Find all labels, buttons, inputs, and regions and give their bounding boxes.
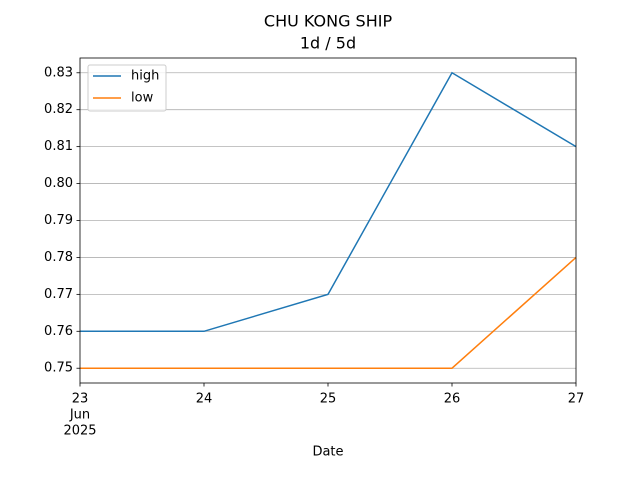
legend-label: high — [131, 69, 159, 84]
y-tick-label: 0.79 — [44, 213, 73, 228]
x-axis-label: Date — [312, 445, 343, 460]
legend: high low — [87, 64, 167, 112]
plot-frame — [79, 57, 577, 384]
y-tick-label: 0.83 — [44, 65, 73, 80]
series-line — [80, 71, 577, 333]
y-tick-label: 0.81 — [44, 139, 73, 154]
y-tick-label: 0.76 — [44, 324, 73, 339]
x-tick-month: Jun — [69, 408, 90, 423]
legend-label: low — [131, 91, 154, 106]
y-tick-label: 0.78 — [44, 250, 73, 265]
x-tick-label: 26 — [444, 392, 461, 407]
x-tick-label: 24 — [196, 392, 213, 407]
y-tick-label: 0.75 — [44, 361, 73, 376]
series-line — [80, 256, 577, 369]
y-tick-label: 0.77 — [44, 287, 73, 302]
y-tick-label: 0.80 — [44, 176, 73, 191]
chart-title: CHU KONG SHIP — [264, 12, 393, 31]
chart-subtitle: 1d / 5d — [300, 34, 356, 53]
x-tick-year: 2025 — [63, 424, 96, 439]
y-tick-label: 0.82 — [44, 102, 73, 117]
x-tick-label: 25 — [320, 392, 337, 407]
x-tick-label: 27 — [568, 392, 585, 407]
x-tick-label: 23 — [72, 392, 89, 407]
